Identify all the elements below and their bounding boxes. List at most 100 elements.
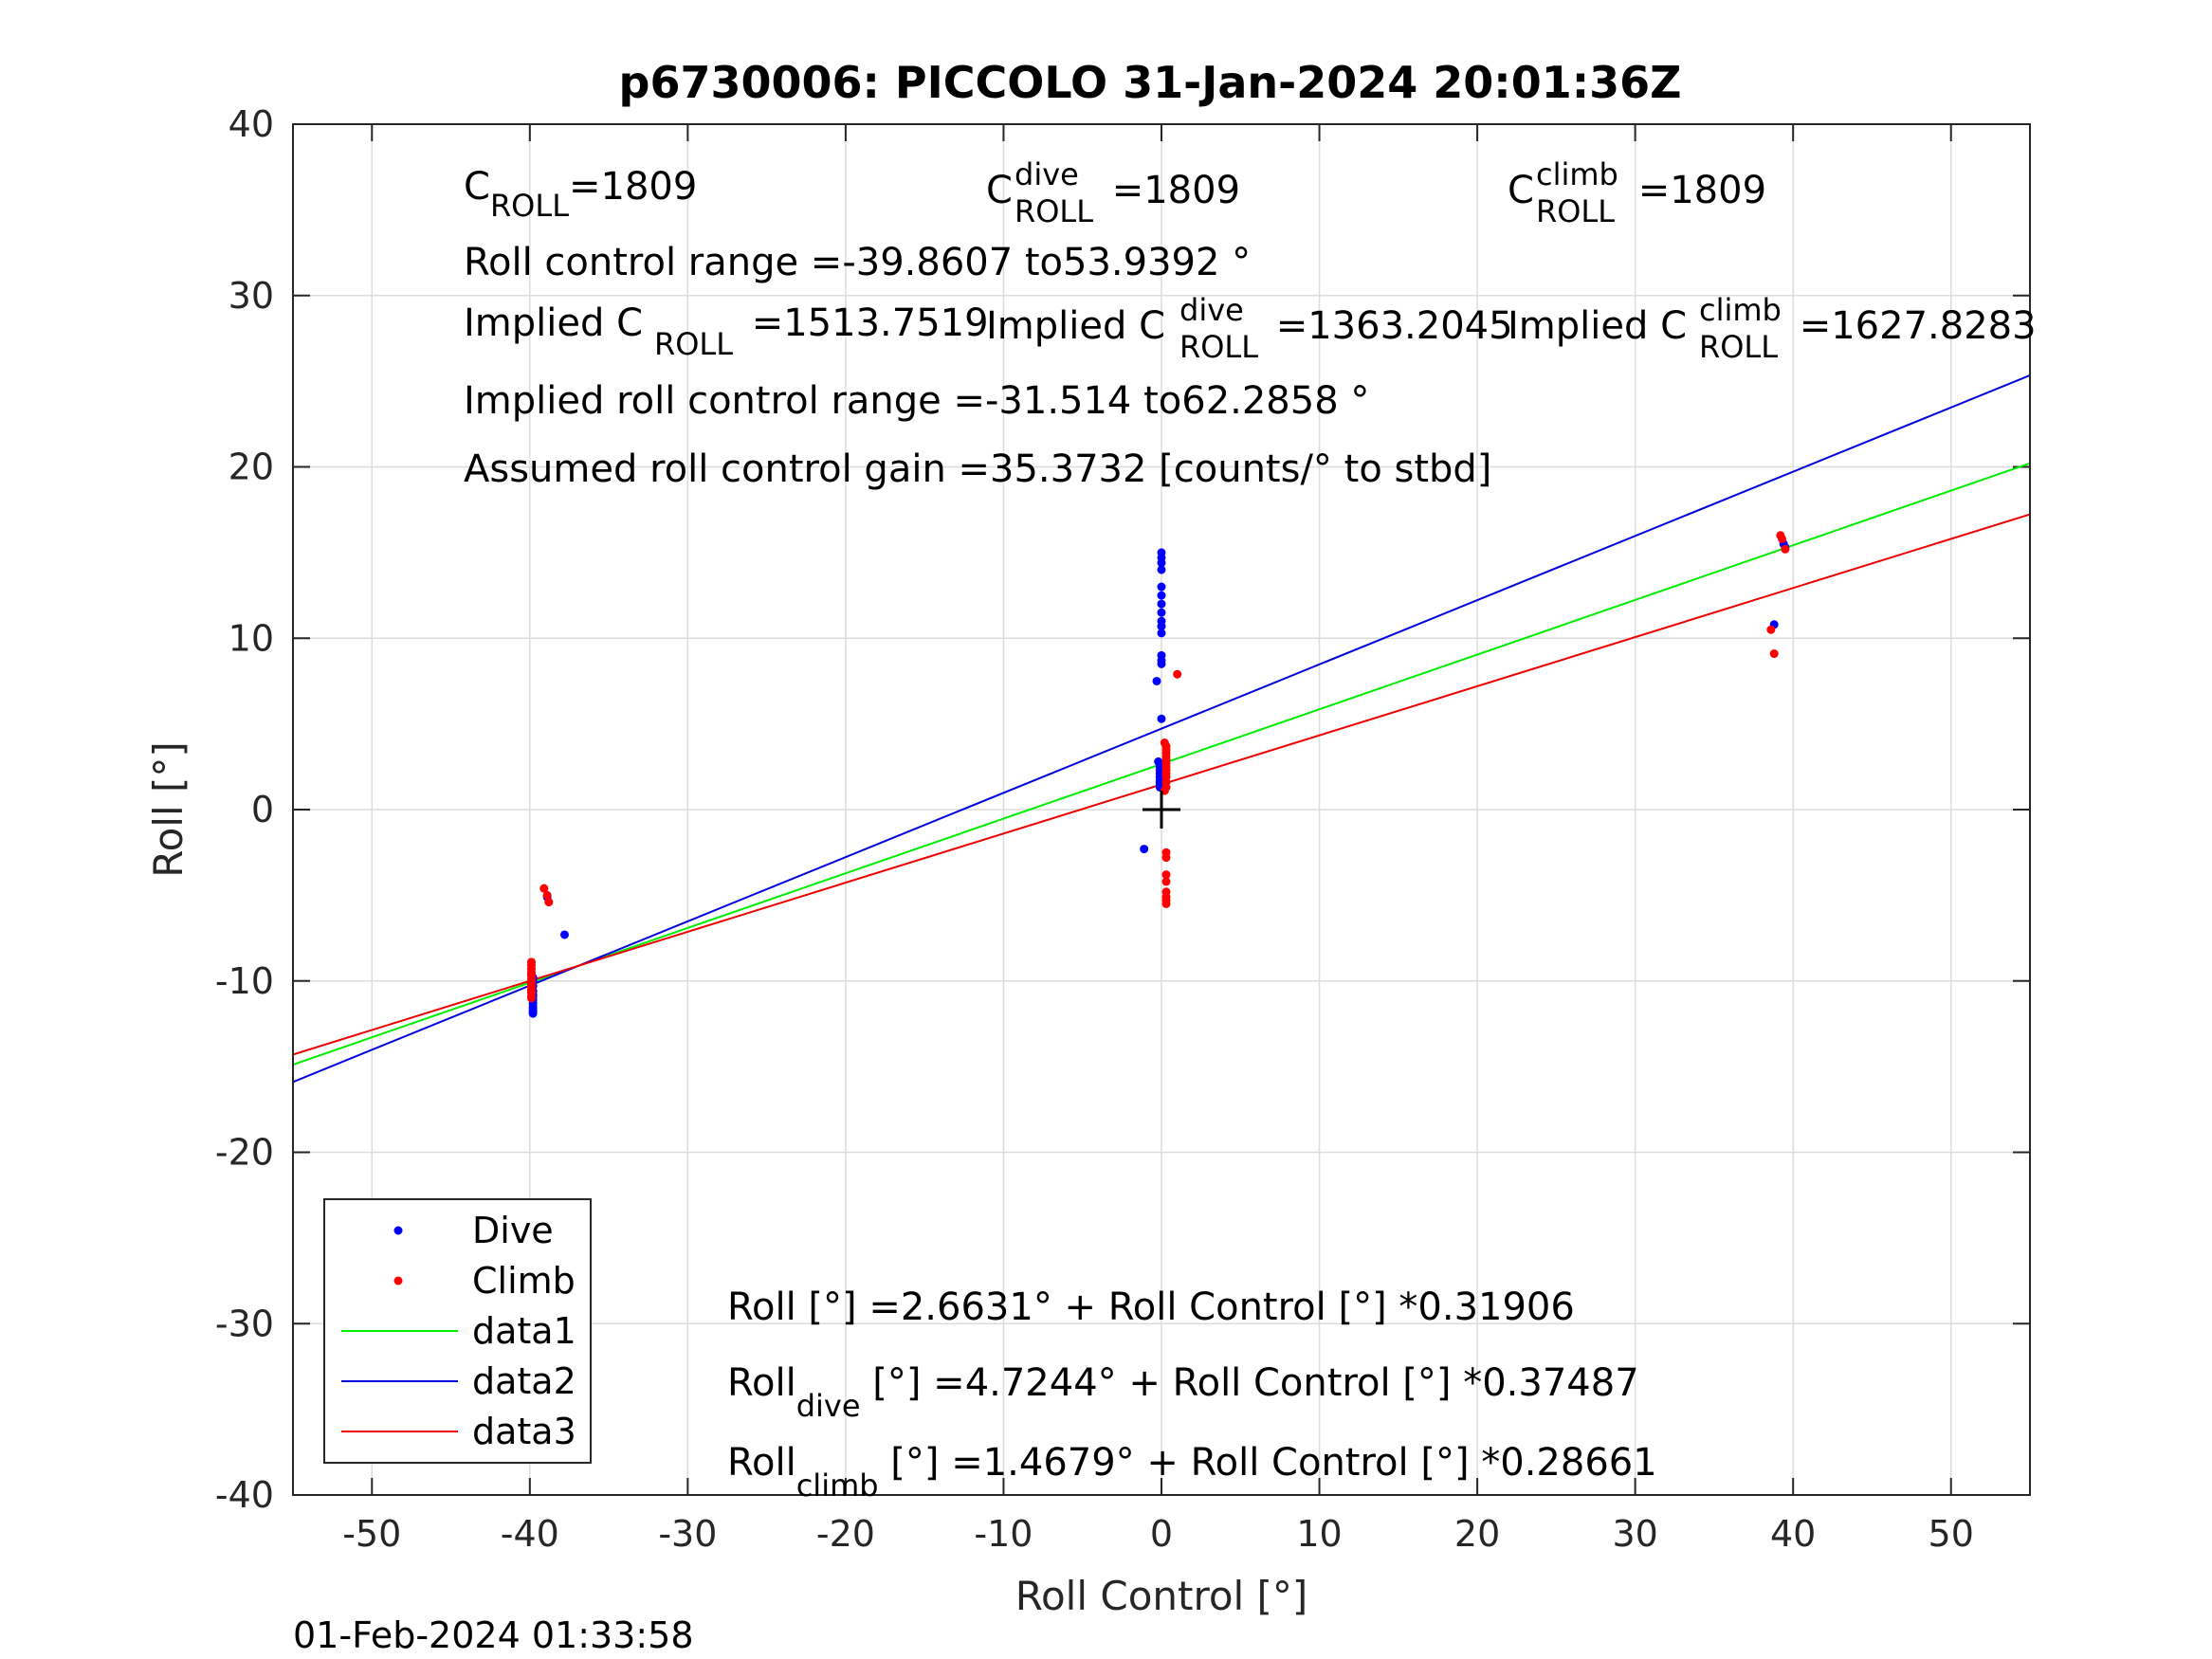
eq-pre: Roll (727, 1361, 796, 1405)
x-tick-label: 0 (1150, 1513, 1173, 1555)
point-dive (1157, 622, 1166, 631)
origin-marker (1143, 791, 1180, 829)
ann-main: C (464, 165, 490, 209)
point-climb (1161, 899, 1171, 908)
point-dive (1152, 676, 1161, 685)
point-climb (1161, 877, 1171, 886)
point-climb (1766, 625, 1776, 634)
annotation-c-roll-climb: Cclimb ROLL =1809 (1508, 156, 1766, 229)
x-tick-label: -10 (974, 1513, 1033, 1555)
ann-sub: ROLL (1015, 193, 1093, 229)
eq-pre: Roll (727, 1441, 796, 1485)
annotation-c-roll: CROLL=1809 (464, 165, 697, 224)
plot-frame (292, 123, 2031, 1496)
x-tick-label: -50 (342, 1513, 401, 1555)
ann-sub: ROLL (1699, 329, 1778, 365)
y-tick-label: -40 (215, 1474, 274, 1516)
point-dive (1157, 558, 1166, 568)
annotation-roll-control-range: Roll control range =-39.8607 to53.9392 ° (464, 241, 1251, 284)
point-climb (1173, 669, 1182, 679)
point-climb (526, 994, 536, 1003)
annotation-c-roll-dive: Cdive ROLL =1809 (986, 156, 1240, 229)
point-dive (1157, 599, 1166, 609)
point-dive (1157, 659, 1166, 668)
ann-rest: =1809 (1626, 169, 1766, 212)
y-tick-label: 30 (229, 275, 274, 317)
point-climb (1161, 870, 1171, 880)
ann-rest: =1809 (1100, 169, 1240, 212)
y-tick-labels: -40 -30 -20 -10 0 10 20 30 40 (215, 103, 274, 1516)
ann-pre: Implied C (1508, 304, 1687, 348)
annotation-implied-c-roll: Implied C ROLL =1513.7519 (464, 301, 989, 362)
annotation-implied-c-roll-dive: Implied C dive ROLL =1363.2045 (986, 292, 1513, 365)
point-dive (1157, 629, 1166, 638)
x-tick-label: 20 (1454, 1513, 1500, 1555)
ann-sub: ROLL (1536, 193, 1615, 229)
point-dive (1140, 845, 1149, 854)
point-dive (1157, 591, 1166, 600)
point-climb (1778, 534, 1787, 543)
x-tick-label: 50 (1929, 1513, 1974, 1555)
ann-rest: =1363.2045 (1264, 304, 1513, 348)
legend-dive-marker (393, 1226, 403, 1235)
legend-data3-label: data3 (472, 1411, 576, 1452)
ann-sub: ROLL (1179, 329, 1258, 365)
x-tick-label: -30 (658, 1513, 717, 1555)
legend-data1-label: data1 (472, 1310, 576, 1352)
data-points (526, 531, 1790, 1018)
annotation-gain: Assumed roll control gain =35.3732 [coun… (464, 447, 1491, 491)
point-dive (528, 1009, 538, 1018)
ann-main: C (986, 169, 1013, 212)
eq-sub: climb (796, 1468, 879, 1504)
equation-roll-dive: Rolldive [°] =4.7244° + Roll Control [°]… (727, 1361, 1639, 1424)
ticks (293, 123, 2030, 1496)
x-tick-label: 40 (1770, 1513, 1816, 1555)
point-dive (1157, 608, 1166, 617)
ann-rest: =1513.7519 (740, 301, 989, 345)
point-climb (539, 884, 549, 893)
ann-pre: Implied C (986, 304, 1165, 348)
x-axis-label: Roll Control [°] (1015, 1573, 1308, 1619)
ann-rest: =1809 (569, 165, 697, 209)
point-dive (559, 930, 569, 939)
equation-roll: Roll [°] =2.6631° + Roll Control [°] *0.… (727, 1285, 1575, 1329)
point-climb (1781, 544, 1790, 554)
ann-sub: ROLL (654, 326, 733, 362)
y-axis-label: Roll [°] (145, 741, 192, 877)
legend-climb-marker (393, 1276, 403, 1285)
ann-sub: ROLL (490, 188, 569, 224)
y-tick-label: 0 (251, 789, 274, 830)
x-tick-labels: -50 -40 -30 -20 -10 0 10 20 30 40 50 (342, 1513, 1974, 1555)
ann-sup: climb (1699, 292, 1782, 328)
ann-sup: climb (1536, 156, 1618, 192)
ann-sup: dive (1179, 292, 1244, 328)
equation-roll-climb: Rollclimb [°] =1.4679° + Roll Control [°… (727, 1441, 1657, 1504)
annotation-implied-range: Implied roll control range =-31.514 to62… (464, 379, 1369, 423)
point-dive (1157, 714, 1166, 723)
point-climb (526, 979, 536, 989)
point-climb (1769, 649, 1779, 659)
point-dive (1157, 565, 1166, 574)
eq-rest: [°] =4.7244° + Roll Control [°] *0.37487 (861, 1361, 1639, 1405)
x-tick-label: 10 (1296, 1513, 1342, 1555)
y-tick-label: -30 (215, 1303, 274, 1344)
x-tick-label: 30 (1612, 1513, 1657, 1555)
annotation-implied-c-roll-climb: Implied C climb ROLL =1627.8283 (1508, 292, 2037, 365)
chart-title: p6730006: PICCOLO 31-Jan-2024 20:01:36Z (619, 57, 1682, 108)
footer-timestamp: 01-Feb-2024 01:33:58 (293, 1614, 694, 1656)
point-climb (544, 898, 554, 907)
y-tick-label: 10 (229, 617, 274, 659)
legend-data2-label: data2 (472, 1360, 576, 1402)
y-tick-label: -20 (215, 1132, 274, 1174)
legend-climb-label: Climb (472, 1260, 576, 1302)
y-tick-label: 40 (229, 103, 274, 145)
x-tick-label: -20 (816, 1513, 875, 1555)
point-climb (542, 890, 552, 900)
y-tick-label: 20 (229, 447, 274, 488)
ann-sup: dive (1015, 156, 1079, 192)
y-tick-label: -10 (215, 960, 274, 1002)
legend: Dive Climb data1 data2 data3 (323, 1198, 592, 1464)
ann-pre: Implied C (464, 301, 643, 345)
point-dive (1157, 582, 1166, 592)
